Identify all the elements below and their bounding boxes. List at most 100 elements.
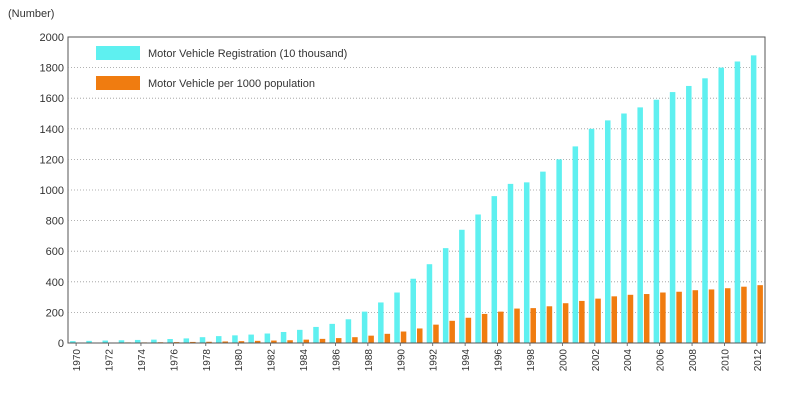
bar-registration-1984 bbox=[297, 330, 303, 343]
bar-registration-1982 bbox=[265, 334, 271, 343]
bar-per-1000-2003 bbox=[612, 296, 618, 343]
y-tick-label: 1600 bbox=[40, 93, 64, 105]
bar-registration-2005 bbox=[637, 107, 643, 343]
y-tick-label: 400 bbox=[46, 277, 64, 289]
bar-per-1000-1984 bbox=[304, 340, 310, 343]
y-tick-label: 1800 bbox=[40, 63, 64, 75]
x-tick-label: 2010 bbox=[720, 349, 731, 372]
bar-per-1000-1995 bbox=[482, 314, 488, 343]
bar-per-1000-2004 bbox=[628, 295, 634, 343]
bar-per-1000-2006 bbox=[660, 293, 666, 343]
x-tick-label: 1972 bbox=[105, 349, 116, 372]
x-tick-label: 2006 bbox=[656, 349, 667, 372]
bar-registration-2008 bbox=[686, 86, 692, 343]
bar-per-1000-2010 bbox=[725, 288, 731, 343]
bar-registration-2007 bbox=[670, 92, 676, 343]
y-tick-label: 1000 bbox=[40, 185, 64, 197]
bar-per-1000-1991 bbox=[417, 328, 423, 343]
bar-registration-1980 bbox=[232, 335, 238, 343]
bar-per-1000-1993 bbox=[449, 321, 455, 343]
bar-per-1000-2009 bbox=[709, 289, 715, 343]
x-tick-label: 2000 bbox=[558, 349, 569, 372]
bar-per-1000-1996 bbox=[498, 312, 504, 343]
x-tick-label: 1978 bbox=[202, 349, 213, 372]
x-tick-label: 1982 bbox=[267, 349, 278, 372]
bar-registration-1988 bbox=[362, 312, 368, 343]
y-axis-unit-label: (Number) bbox=[8, 8, 54, 20]
bar-per-1000-2002 bbox=[595, 299, 601, 343]
bar-registration-2003 bbox=[605, 120, 611, 343]
bar-per-1000-1989 bbox=[385, 334, 391, 343]
bar-registration-1979 bbox=[216, 336, 222, 343]
bar-per-1000-2001 bbox=[579, 301, 585, 343]
bar-registration-1995 bbox=[475, 214, 481, 343]
bar-registration-1981 bbox=[248, 335, 254, 343]
bar-registration-1977 bbox=[184, 338, 190, 343]
legend-swatch-registration bbox=[96, 46, 140, 60]
bar-per-1000-1986 bbox=[336, 338, 342, 343]
bar-per-1000-1997 bbox=[514, 309, 520, 343]
bar-registration-1985 bbox=[313, 327, 319, 343]
bar-registration-2010 bbox=[718, 68, 724, 343]
x-tick-label: 2012 bbox=[753, 349, 764, 372]
bar-registration-1998 bbox=[524, 182, 530, 343]
bar-registration-2009 bbox=[702, 78, 708, 343]
bar-registration-1992 bbox=[427, 264, 433, 343]
x-tick-label: 1986 bbox=[331, 349, 342, 372]
x-tick-label: 1980 bbox=[234, 349, 245, 372]
bar-registration-1996 bbox=[492, 196, 498, 343]
y-tick-label: 800 bbox=[46, 216, 64, 228]
legend-label-per-1000: Motor Vehicle per 1000 population bbox=[148, 78, 315, 90]
bar-per-1000-1999 bbox=[547, 306, 553, 343]
y-tick-label: 600 bbox=[46, 246, 64, 258]
bar-per-1000-1985 bbox=[320, 339, 326, 343]
bar-registration-1978 bbox=[200, 337, 206, 343]
bar-per-1000-2008 bbox=[693, 290, 699, 343]
x-tick-label: 1992 bbox=[429, 349, 440, 372]
x-tick-label: 2002 bbox=[591, 349, 602, 372]
bar-per-1000-2000 bbox=[563, 303, 569, 343]
bar-registration-1991 bbox=[410, 279, 416, 343]
bar-registration-1993 bbox=[443, 248, 449, 343]
bar-registration-2006 bbox=[654, 100, 660, 343]
bar-registration-2000 bbox=[556, 159, 562, 343]
x-tick-label: 1984 bbox=[299, 349, 310, 372]
y-tick-label: 0 bbox=[58, 338, 64, 350]
y-tick-label: 200 bbox=[46, 307, 64, 319]
x-tick-label: 1976 bbox=[169, 349, 180, 372]
bar-per-1000-1998 bbox=[530, 308, 536, 343]
bar-per-1000-2005 bbox=[644, 294, 650, 343]
x-tick-label: 1990 bbox=[396, 349, 407, 372]
bar-per-1000-2012 bbox=[757, 285, 763, 343]
x-tick-label: 1994 bbox=[461, 349, 472, 372]
x-tick-label: 2008 bbox=[688, 349, 699, 372]
bar-per-1000-1988 bbox=[368, 336, 374, 343]
x-tick-label: 1996 bbox=[494, 349, 505, 372]
bar-registration-1975 bbox=[151, 340, 157, 343]
bar-registration-1989 bbox=[378, 302, 384, 343]
bar-per-1000-1992 bbox=[433, 325, 439, 343]
bar-registration-1987 bbox=[346, 319, 352, 343]
bar-registration-2002 bbox=[589, 129, 595, 343]
bar-registration-2001 bbox=[573, 146, 579, 343]
x-tick-label: 1974 bbox=[137, 349, 148, 372]
bar-per-1000-2007 bbox=[676, 292, 682, 343]
legend-label-registration: Motor Vehicle Registration (10 thousand) bbox=[148, 48, 347, 60]
bar-registration-2004 bbox=[621, 114, 627, 344]
y-tick-label: 1400 bbox=[40, 124, 64, 136]
bar-per-1000-1990 bbox=[401, 332, 407, 343]
bar-per-1000-2011 bbox=[741, 287, 747, 343]
y-tick-label: 1200 bbox=[40, 154, 64, 166]
legend-swatch-per-1000 bbox=[96, 76, 140, 90]
bar-per-1000-1987 bbox=[352, 337, 358, 343]
y-tick-label: 2000 bbox=[40, 32, 64, 44]
x-tick-label: 2004 bbox=[623, 349, 634, 372]
bar-registration-1990 bbox=[394, 293, 400, 343]
bar-registration-1983 bbox=[281, 332, 287, 343]
bar-per-1000-1994 bbox=[466, 318, 472, 343]
bar-registration-1994 bbox=[459, 230, 465, 343]
bar-registration-1976 bbox=[167, 339, 173, 343]
x-tick-label: 1998 bbox=[526, 349, 537, 372]
